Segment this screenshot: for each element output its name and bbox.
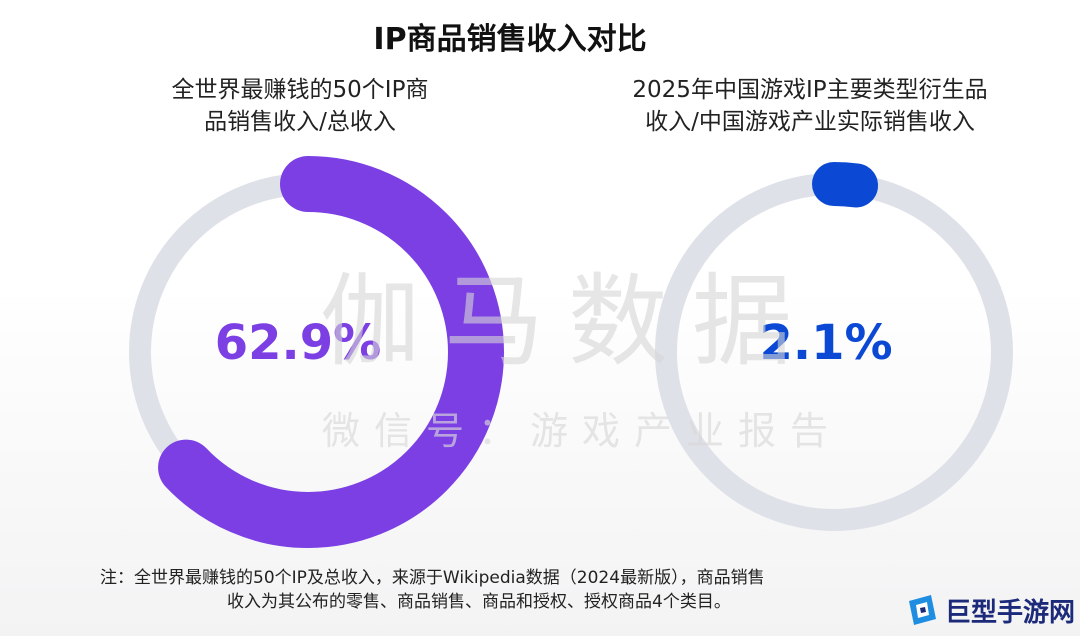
logo-mark-icon [909, 595, 936, 625]
footnote: 注：全世界最赚钱的50个IP及总收入，来源于Wikipedia数据（2024最新… [100, 566, 980, 614]
right-chart-subtitle: 2025年中国游戏IP主要类型衍生品 收入/中国游戏产业实际销售收入 [590, 74, 1030, 138]
left-subtitle-line-2: 品销售收入/总收入 [204, 109, 396, 135]
right-subtitle-line-2: 收入/中国游戏产业实际销售收入 [645, 109, 975, 135]
footnote-line-2: 收入为其公布的零售、商品销售、商品和授权、授权商品4个类目。 [227, 592, 731, 612]
right-donut-value-arc [644, 162, 1024, 542]
footnote-line-1: 注：全世界最赚钱的50个IP及总收入，来源于Wikipedia数据（2024最新… [100, 568, 765, 588]
left-donut-value-arc [112, 156, 504, 548]
left-percent-label: 62.9% [215, 315, 382, 371]
chart-title: IP商品销售收入对比 [373, 22, 647, 57]
left-chart-subtitle: 全世界最赚钱的50个IP商 品销售收入/总收入 [110, 74, 490, 138]
right-percent-label: 2.1% [759, 315, 892, 371]
site-logo: 巨型手游网 [905, 588, 1077, 632]
logo-text: 巨型手游网 [945, 597, 1076, 628]
left-subtitle-line-1: 全世界最赚钱的50个IP商 [171, 77, 429, 103]
right-subtitle-line-1: 2025年中国游戏IP主要类型衍生品 [632, 77, 988, 103]
